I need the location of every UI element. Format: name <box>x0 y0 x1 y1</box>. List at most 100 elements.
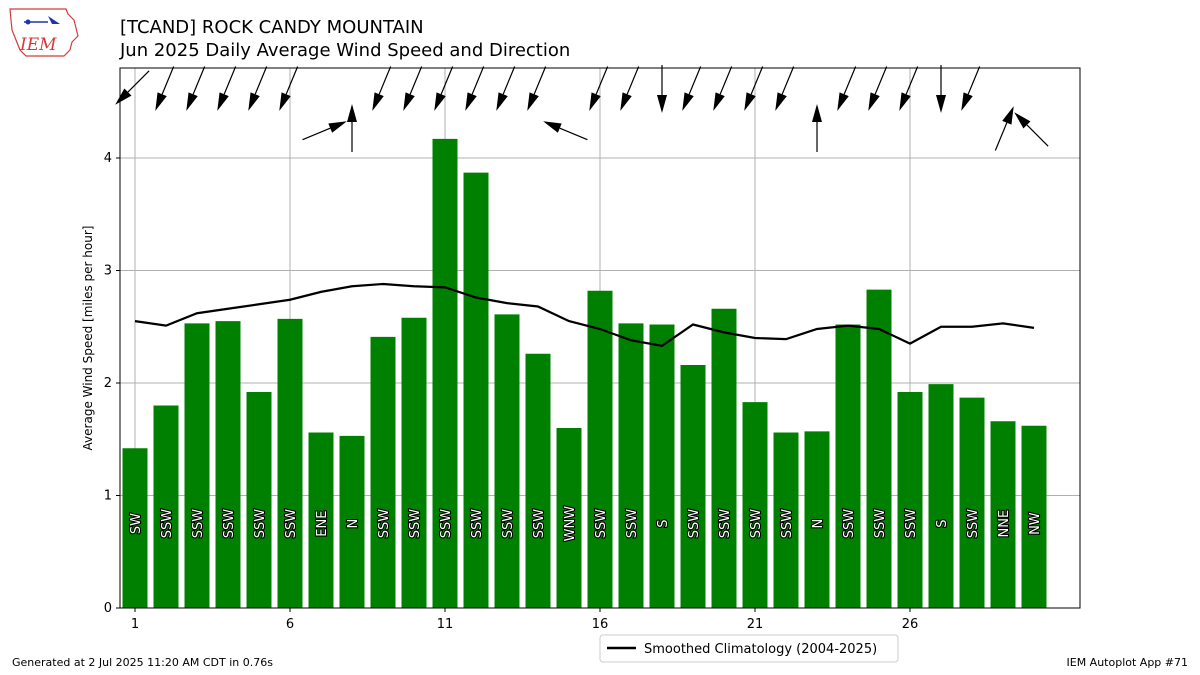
wind-arrow-head <box>496 92 508 111</box>
direction-labels: SW SSW SSW SSW SSW SSW ENE N SSW SSW SSW SSW SSW SSW W… <box>128 505 1044 543</box>
wind-arrow-shaft <box>533 66 547 95</box>
wind-arrow <box>936 65 946 113</box>
wind-bar <box>184 323 210 608</box>
direction-label: N <box>346 519 361 529</box>
wind-arrow <box>744 66 764 111</box>
wind-arrow-shaft <box>254 66 268 95</box>
y-tick-label: 1 <box>104 489 112 504</box>
wind-bar <box>649 324 675 608</box>
direction-label: SSW <box>904 509 919 539</box>
wind-arrow <box>496 66 516 111</box>
wind-arrow <box>994 106 1014 151</box>
wind-arrow <box>868 66 888 111</box>
logo-text: IEM <box>19 35 57 55</box>
direction-label: SSW <box>873 509 888 539</box>
wind-arrow-shaft <box>688 66 702 95</box>
wind-arrow-head <box>115 88 132 105</box>
wind-bar <box>1021 425 1047 608</box>
climatology-polyline <box>134 282 1035 348</box>
wind-arrow-shaft <box>994 122 1008 151</box>
wind-arrow-head <box>936 95 946 113</box>
wind-arrow-head <box>812 104 822 122</box>
wind-arrow <box>775 66 795 111</box>
wind-bar <box>339 435 365 608</box>
wind-bar <box>215 321 241 608</box>
wind-arrow-head <box>434 92 446 111</box>
direction-label: SSW <box>470 509 485 539</box>
wind-arrow <box>657 65 667 113</box>
wind-arrow-shaft <box>750 66 764 95</box>
wind-bar <box>680 365 706 608</box>
wind-arrows <box>115 65 1049 152</box>
direction-label: N <box>811 519 826 529</box>
bars <box>122 138 1047 608</box>
wind-arrow <box>217 66 237 111</box>
wind-arrow-head <box>713 92 725 111</box>
direction-label: SSW <box>377 509 392 539</box>
wind-arrow <box>899 66 919 111</box>
direction-label: SSW <box>687 509 702 539</box>
direction-label: NW <box>1028 512 1043 535</box>
wind-arrow-head <box>1002 106 1014 125</box>
direction-label: SW <box>129 513 144 534</box>
wind-arrow <box>186 66 206 111</box>
legend-label: Smoothed Climatology (2004-2025) <box>644 642 877 657</box>
wind-bar <box>835 324 861 608</box>
direction-label: SSW <box>501 509 516 539</box>
wind-arrow-head <box>543 121 562 133</box>
wind-arrow-head <box>403 92 415 111</box>
x-tick-label: 26 <box>902 617 919 632</box>
direction-label: SSW <box>780 509 795 539</box>
wind-bar <box>246 392 272 608</box>
direction-label: SSW <box>842 509 857 539</box>
direction-label: WNW <box>563 506 578 542</box>
wind-arrow-shaft <box>559 127 588 141</box>
wind-arrow-head <box>589 92 601 111</box>
wind-arrow-shaft <box>874 66 888 95</box>
y-tick-label: 4 <box>104 151 112 166</box>
wind-bar <box>308 432 334 608</box>
wind-arrow-shaft <box>595 66 609 95</box>
wind-arrow-head <box>347 104 357 122</box>
wind-arrow-head <box>279 92 291 111</box>
wind-arrow-head <box>899 92 911 111</box>
wind-arrow-shaft <box>719 66 733 95</box>
wind-arrow <box>812 104 822 152</box>
wind-arrow-head <box>372 92 384 111</box>
wind-bar <box>897 392 923 608</box>
wind-arrow <box>961 66 981 111</box>
wind-bar <box>990 421 1016 608</box>
wind-arrow-shaft <box>502 66 516 95</box>
wind-arrow-shaft <box>471 66 485 95</box>
direction-label: SSW <box>966 509 981 539</box>
wind-arrow <box>347 104 357 152</box>
wind-bar <box>959 397 985 608</box>
wind-arrow <box>465 66 485 111</box>
wind-arrow-head <box>186 92 198 111</box>
legend: Smoothed Climatology (2004-2025) <box>599 634 899 663</box>
y-tick-label: 3 <box>104 264 112 279</box>
wind-arrow-head <box>465 92 477 111</box>
wind-arrow-shaft <box>192 66 206 95</box>
wind-arrow-shaft <box>378 66 392 95</box>
wind-arrow <box>302 121 347 141</box>
wind-bar <box>153 405 179 608</box>
direction-label: NNE <box>997 510 1012 538</box>
x-tick-label: 11 <box>437 617 454 632</box>
wind-arrow-head <box>620 92 632 111</box>
x-tick-label: 21 <box>747 617 764 632</box>
wind-arrow-head <box>248 92 260 111</box>
wind-arrow-shaft <box>905 66 919 95</box>
direction-label: SSW <box>408 509 423 539</box>
legend-box <box>599 634 899 663</box>
wind-arrow-shaft <box>409 66 423 95</box>
chart-title-line-1: [TCAND] ROCK CANDY MOUNTAIN <box>120 17 424 38</box>
direction-label: SSW <box>532 509 547 539</box>
wind-arrow-shaft <box>302 127 331 141</box>
wind-bar <box>525 353 551 608</box>
wind-arrow <box>279 66 299 111</box>
wind-arrow-head <box>527 92 539 111</box>
x-tick-label: 6 <box>286 617 294 632</box>
direction-label: S <box>935 519 950 527</box>
